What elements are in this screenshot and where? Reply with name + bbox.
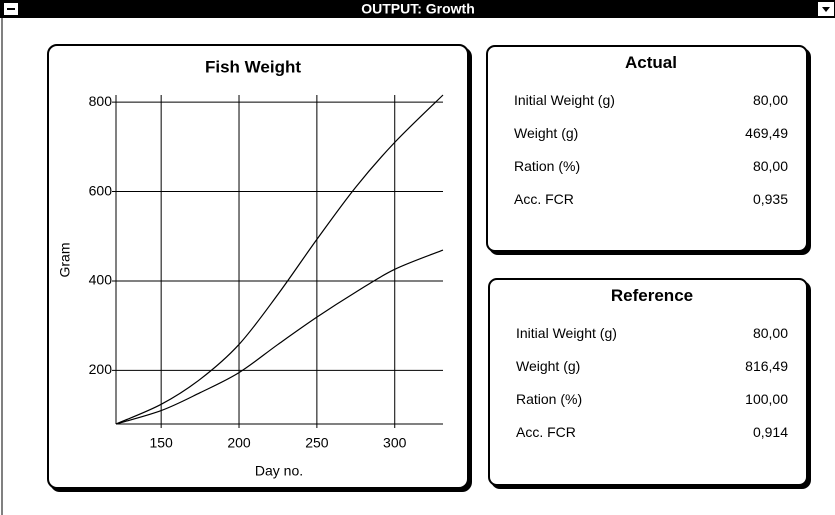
y-axis-label: Gram	[57, 243, 73, 278]
row-value: 80,00	[752, 324, 788, 341]
row-value: 0,914	[752, 423, 788, 440]
info-row: Acc. FCR 0,914	[516, 415, 788, 448]
row-label: Weight (g)	[516, 357, 581, 374]
y-tick-label: 400	[89, 272, 113, 288]
row-label: Ration (%)	[514, 157, 581, 174]
x-axis-label: Day no.	[255, 463, 303, 479]
window-title: OUTPUT: Growth	[361, 1, 475, 17]
row-label: Acc. FCR	[516, 423, 576, 440]
row-label: Initial Weight (g)	[514, 91, 615, 108]
control-icon	[7, 8, 15, 10]
x-tick-label: 200	[227, 435, 251, 451]
info-panel: Actual Initial Weight (g) 80,00 Weight (g) 4…	[486, 45, 808, 252]
info-row: Initial Weight (g) 80,00	[516, 316, 788, 349]
x-tick-label: 150	[149, 435, 173, 451]
line-series	[115, 249, 444, 425]
arrow-icon	[822, 7, 830, 12]
row-value: 816,49	[745, 357, 788, 374]
info-panel: Reference Initial Weight (g) 80,00 Weight (…	[488, 278, 808, 486]
x-tick-label: 300	[383, 435, 407, 451]
panel-title: Actual	[625, 53, 677, 72]
info-row: Acc. FCR 0,935	[514, 182, 788, 215]
y-tick-label: 200	[89, 361, 113, 377]
x-tick-label: 250	[305, 435, 329, 451]
row-value: 80,00	[752, 91, 788, 108]
row-value: 100,00	[745, 390, 788, 407]
row-label: Weight (g)	[514, 124, 579, 141]
chart-title: Fish Weight	[205, 57, 301, 76]
y-tick-label: 800	[89, 93, 113, 109]
chart-frame	[47, 44, 469, 489]
info-row: Weight (g) 816,49	[516, 349, 788, 382]
row-value: 469,49	[745, 124, 788, 141]
row-value: 0,935	[752, 190, 788, 207]
row-label: Acc. FCR	[514, 190, 574, 207]
title-bar	[0, 0, 835, 18]
row-label: Initial Weight (g)	[516, 324, 617, 341]
row-value: 80,00	[752, 157, 788, 174]
info-row: Weight (g) 469,49	[514, 116, 788, 149]
y-tick-label: 600	[89, 182, 113, 198]
panel-title: Reference	[610, 286, 694, 305]
info-row: Initial Weight (g) 80,00	[514, 83, 788, 116]
row-label: Ration (%)	[516, 390, 583, 407]
info-row: Ration (%) 80,00	[514, 149, 788, 182]
line-series	[115, 94, 444, 425]
info-row: Ration (%) 100,00	[516, 382, 788, 415]
